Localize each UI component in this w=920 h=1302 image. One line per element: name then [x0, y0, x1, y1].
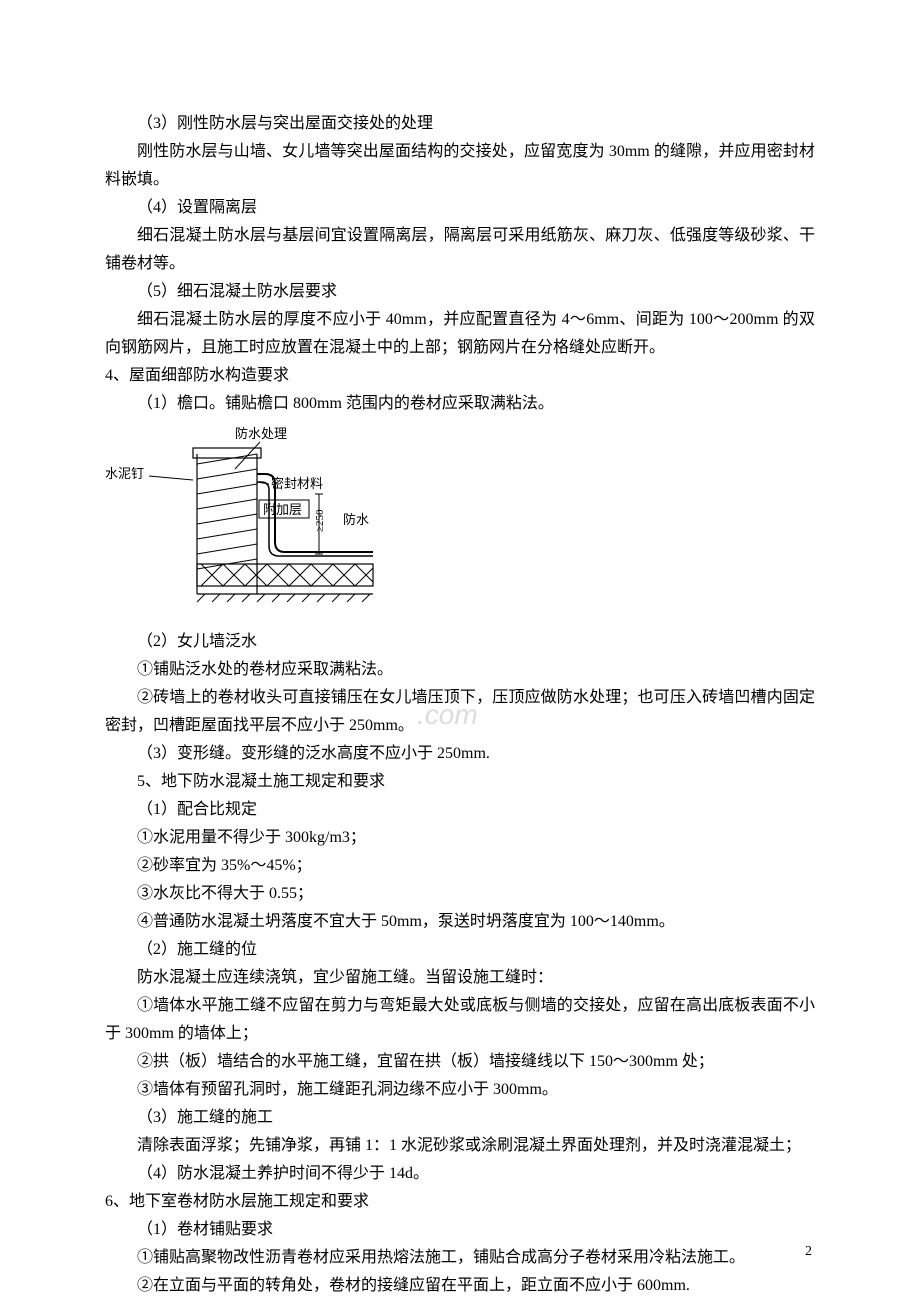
para: 细石混凝土防水层与基层间宜设置隔离层，隔离层可采用纸筋灰、麻刀灰、低强度等级砂浆… [105, 222, 815, 278]
para: 细石混凝土防水层的厚度不应小于 40mm，并应配置直径为 4～6mm、间距为 1… [105, 306, 815, 362]
para: （4）防水混凝土养护时间不得少于 14d。 [105, 1160, 815, 1188]
para-text: ②砖墙上的卷材收头可直接铺压在女儿墙压顶下，压顶应做防水处理；也可压入砖墙凹槽内… [105, 689, 815, 734]
label-water: 防水 [343, 512, 369, 527]
page-number: 2 [805, 1240, 812, 1265]
diagram-eaves: 防水处理 水泥钉 密封材料 [105, 424, 815, 624]
para: 刚性防水层与山墙、女儿墙等突出屋面结构的交接处，应留宽度为 30mm 的缝隙，并… [105, 138, 815, 194]
para: ①墙体水平施工缝不应留在剪力与弯矩最大处或底板与侧墙的交接处，应留在高出底板表面… [105, 992, 815, 1048]
para: ③墙体有预留孔洞时，施工缝距孔洞边缘不应小于 300mm。 [105, 1076, 815, 1104]
para: （1）檐口。铺贴檐口 800mm 范围内的卷材应采取满粘法。 [105, 390, 815, 418]
label-top: 防水处理 [235, 426, 287, 441]
para: ③水灰比不得大于 0.55； [105, 880, 815, 908]
para: ②拱（板）墙结合的水平施工缝，宜留在拱（板）墙接缝线以下 150～300mm 处… [105, 1048, 815, 1076]
para: （1）卷材铺贴要求 [105, 1216, 815, 1244]
para: （2）女儿墙泛水 [105, 628, 815, 656]
para: 防水混凝土应连续浇筑，宜少留施工缝。当留设施工缝时： [105, 964, 815, 992]
para: ②砖墙上的卷材收头可直接铺压在女儿墙压顶下，压顶应做防水处理；也可压入砖墙凹槽内… [105, 684, 815, 740]
para: ②砂率宜为 35%～45%； [105, 852, 815, 880]
para: 4、屋面细部防水构造要求 [105, 362, 815, 390]
para: （5）细石混凝土防水层要求 [105, 278, 815, 306]
para: 6、地下室卷材防水层施工规定和要求 [105, 1188, 815, 1216]
para: （3）刚性防水层与突出屋面交接处的处理 [105, 110, 815, 138]
para: ①铺贴泛水处的卷材应采取满粘法。 [105, 656, 815, 684]
para: （1）配合比规定 [105, 796, 815, 824]
para: ①水泥用量不得少于 300kg/m3； [105, 824, 815, 852]
para: 5、地下防水混凝土施工规定和要求 [105, 768, 815, 796]
para: ①铺贴高聚物改性沥青卷材应采用热熔法施工，铺贴合成高分子卷材采用冷粘法施工。 [105, 1244, 815, 1272]
para: 清除表面浮浆；先铺净浆，再铺 1：1 水泥砂浆或涂刷混凝土界面处理剂，并及时浇灌… [105, 1132, 815, 1160]
para: ④普通防水混凝土坍落度不宜大于 50mm，泵送时坍落度宜为 100～140mm。 [105, 908, 815, 936]
para: （2）施工缝的位 [105, 936, 815, 964]
para: （4）设置隔离层 [105, 194, 815, 222]
para: （3）施工缝的施工 [105, 1104, 815, 1132]
label-dim: ≥250 [314, 509, 326, 532]
label-seal: 密封材料 [271, 476, 323, 491]
label-left: 水泥钉 [105, 466, 144, 481]
para: ②在立面与平面的转角处，卷材的接缝应留在平面上，距立面不应小于 600mm. [105, 1272, 815, 1300]
document-body: （3）刚性防水层与突出屋面交接处的处理 刚性防水层与山墙、女儿墙等突出屋面结构的… [105, 110, 815, 1300]
para: （3）变形缝。变形缝的泛水高度不应小于 250mm. [105, 740, 815, 768]
